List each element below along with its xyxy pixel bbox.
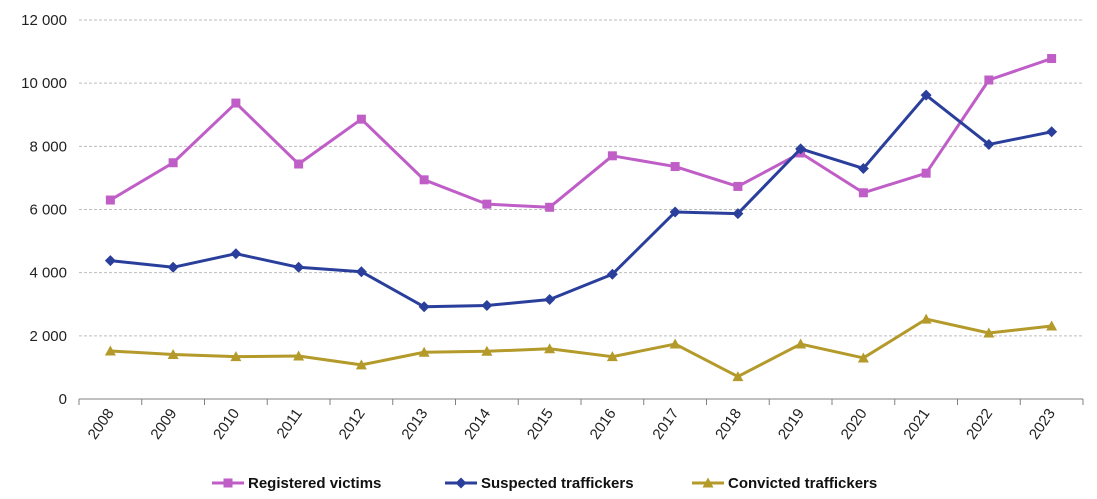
data-point — [544, 343, 556, 354]
data-point — [732, 208, 744, 220]
axis-layer: 0 2 000 4 000 6 000 8 000 10 000 12 000 2008 200… — [21, 12, 1084, 443]
data-point — [545, 202, 555, 212]
y-tick-label: 8 000 — [29, 138, 67, 155]
data-point — [983, 327, 995, 338]
data-point — [294, 159, 304, 169]
data-point — [231, 98, 241, 108]
data-point — [168, 158, 178, 168]
data-point — [857, 352, 869, 363]
data-point — [1046, 320, 1058, 331]
x-tick-label: 2021 — [900, 406, 933, 443]
x-tick-label: 2022 — [963, 406, 996, 443]
data-point — [920, 313, 932, 324]
data-point — [482, 199, 492, 209]
x-tick-label: 2013 — [398, 406, 431, 443]
x-tick-label: 2012 — [336, 406, 369, 443]
legend: Registered victims Suspected traffickers C… — [212, 475, 877, 492]
y-tick-label: 2 000 — [29, 328, 67, 345]
x-tick-label: 2016 — [587, 406, 620, 443]
data-point — [544, 294, 556, 306]
data-point — [104, 345, 116, 356]
data-point — [419, 175, 429, 185]
data-point — [984, 75, 994, 85]
legend-item: Convicted traffickers — [692, 475, 877, 492]
data-point — [606, 268, 618, 280]
x-tick-label: 2017 — [649, 406, 682, 443]
x-tick-label: 2015 — [524, 406, 557, 443]
grid-layer — [79, 19, 1083, 337]
x-tick-label: 2011 — [273, 406, 305, 442]
x-tick-label: 2023 — [1026, 406, 1059, 443]
data-point — [418, 346, 430, 357]
data-point — [167, 261, 179, 273]
y-tick-label: 0 — [59, 391, 67, 408]
data-point — [858, 188, 868, 198]
series-line — [109, 57, 1053, 209]
data-point — [669, 206, 681, 218]
series-line — [110, 317, 1052, 379]
data-point — [921, 168, 931, 178]
data-point — [418, 301, 430, 313]
y-tick-label: 10 000 — [21, 75, 67, 92]
data-point — [355, 266, 367, 278]
data-point — [607, 151, 617, 161]
data-point — [1047, 54, 1057, 64]
legend-label: Convicted traffickers — [728, 475, 877, 492]
data-point — [670, 162, 680, 172]
data-point — [795, 143, 807, 155]
data-point — [1046, 126, 1058, 138]
data-point — [795, 338, 807, 349]
x-tick-label: 2020 — [838, 406, 871, 443]
series-triangle — [104, 313, 1058, 382]
data-point — [230, 351, 242, 362]
data-point — [104, 255, 116, 267]
legend-marker — [223, 478, 233, 488]
legend-marker — [702, 477, 714, 488]
y-tick-label: 12 000 — [21, 12, 67, 29]
data-point — [481, 345, 493, 356]
data-point — [167, 348, 179, 359]
data-point — [733, 181, 743, 191]
data-point — [920, 89, 932, 101]
x-tick-label: 2010 — [210, 406, 243, 443]
data-point — [356, 114, 366, 124]
data-point — [105, 195, 115, 205]
legend-item: Suspected traffickers — [445, 475, 634, 492]
data-point — [983, 138, 995, 150]
legend-label: Suspected traffickers — [481, 475, 634, 492]
data-point — [669, 338, 681, 349]
data-point — [481, 300, 493, 312]
series-line — [110, 93, 1052, 309]
x-tick-label: 2018 — [712, 406, 745, 443]
data-point — [293, 350, 305, 361]
series-square — [105, 54, 1057, 212]
data-point — [293, 261, 305, 273]
legend-item: Registered victims — [212, 475, 381, 492]
data-point — [606, 351, 618, 362]
series-layer — [104, 54, 1058, 382]
x-tick-label: 2019 — [775, 406, 808, 443]
y-tick-label: 6 000 — [29, 202, 67, 219]
data-point — [355, 359, 367, 370]
data-point — [857, 162, 869, 174]
series-diamond — [104, 89, 1058, 313]
legend-label: Registered victims — [248, 475, 381, 492]
data-point — [732, 371, 744, 382]
x-tick-label: 2009 — [147, 406, 180, 443]
x-tick-label: 2008 — [85, 406, 118, 443]
x-tick-label: 2014 — [461, 406, 494, 443]
data-point — [230, 248, 242, 260]
legend-marker — [455, 477, 467, 489]
y-tick-label: 4 000 — [29, 265, 67, 282]
